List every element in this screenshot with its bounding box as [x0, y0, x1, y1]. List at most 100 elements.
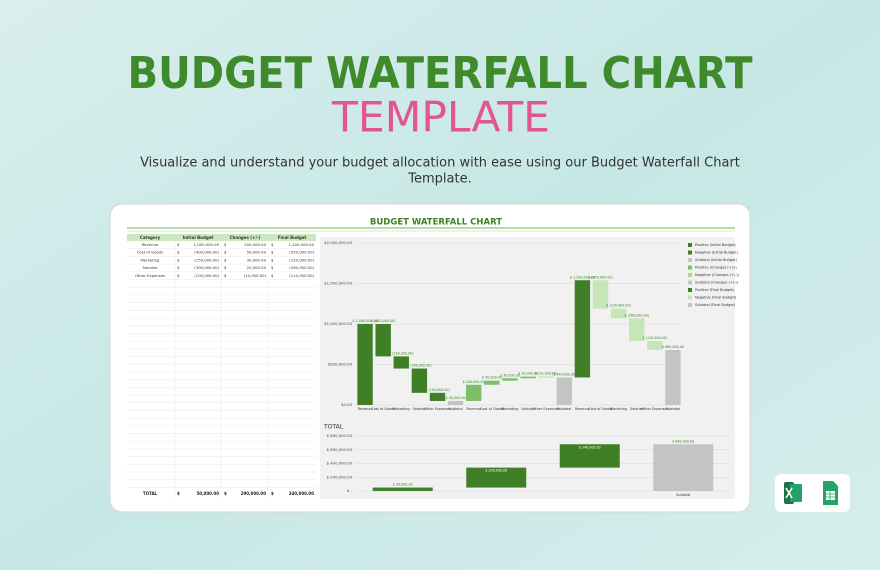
value-label: $ 1,200,000.00 — [570, 275, 595, 279]
table-cell: (350,000.00) — [289, 250, 314, 255]
x-tick-label: Cost of Goods — [371, 407, 395, 411]
table-cell: (400,000.00) — [194, 250, 219, 255]
x-tick-label: Other Expenses — [641, 407, 668, 411]
value-label: $ (280,000.00) — [624, 313, 649, 317]
bar — [466, 467, 527, 488]
table-cell: $ — [177, 273, 180, 278]
table-cell: 30,000.00 — [247, 257, 267, 262]
y-tick-label: $1,000,000.00 — [324, 321, 352, 326]
x-tick-label: Revenue — [575, 407, 590, 411]
bar — [653, 444, 714, 491]
value-label: $ (350,000.00) — [588, 275, 613, 279]
value-label: $ (10,000.00) — [535, 372, 558, 376]
x-tick-label: Subtotal — [666, 407, 680, 411]
value-label: $ 340,000.00 — [579, 445, 601, 449]
legend-swatch — [688, 273, 692, 277]
legend-swatch — [688, 250, 692, 255]
chart-title: TOTAL — [323, 424, 344, 431]
y-tick-label: $ 800,000.00 — [327, 433, 353, 438]
x-tick-label: Marketing — [393, 407, 410, 411]
bar — [447, 400, 464, 405]
table-cell: (10,000.00) — [244, 273, 267, 278]
bar — [665, 349, 681, 405]
table-cell: $ — [271, 257, 274, 262]
column-header: Changes (+/-) — [230, 235, 261, 240]
bar — [629, 318, 645, 342]
total-cell: 50,000.00 — [196, 491, 219, 496]
table-cell: $ — [224, 265, 227, 270]
bar — [610, 308, 627, 319]
x-tick-label: Subtotal — [676, 493, 690, 497]
value-label: $ (400,000.00) — [371, 319, 396, 323]
legend-swatch — [688, 288, 692, 292]
excel-icon — [790, 484, 802, 502]
x-tick-label: Marketing — [610, 407, 627, 411]
table-cell: (280,000.00) — [289, 265, 314, 270]
sheet-title: BUDGET WATERFALL CHART — [370, 218, 502, 228]
legend-label: Subtotal (Final Budget) — [695, 303, 736, 307]
bar — [592, 280, 609, 309]
bar — [357, 324, 373, 405]
bar — [574, 280, 591, 378]
x-tick-label: Other Expenses — [424, 407, 451, 411]
legend-swatch — [688, 295, 692, 300]
table-cell: $ — [177, 257, 180, 262]
table-cell: 20,000.00 — [247, 265, 267, 270]
total-cell: $ — [224, 491, 227, 496]
description: Template. — [407, 172, 471, 187]
value-label: $ 200,000.00 — [463, 380, 485, 384]
bar — [466, 384, 482, 401]
x-tick-label: Revenue — [466, 407, 481, 411]
page-subtitle: TEMPLATE — [331, 93, 550, 142]
table-cell: (110,000.00) — [289, 273, 314, 278]
table-cell: Revenue — [142, 242, 159, 247]
column-header: Initial Budget — [183, 235, 214, 240]
y-tick-label: $ 400,000.00 — [327, 461, 353, 466]
table-cell: (150,000.00) — [194, 257, 219, 262]
legend-swatch — [688, 265, 692, 270]
table-cell: $ — [177, 250, 180, 255]
value-label: $ 50,000.00 — [482, 376, 502, 380]
x-tick-label: Revenue — [358, 407, 373, 411]
bar — [375, 324, 391, 357]
value-label: $ (100,000.00) — [425, 388, 450, 392]
column-header: Category — [140, 235, 161, 240]
bar — [393, 356, 409, 369]
table-cell: (300,000.00) — [194, 265, 219, 270]
table-cell: Cost of Goods — [137, 250, 164, 255]
table-cell: 1,000,000.00 — [194, 242, 220, 247]
table-cell: $ — [271, 265, 274, 270]
value-label: $ 680,000.00 — [662, 345, 684, 349]
legend-swatch — [688, 280, 692, 285]
x-tick-label: Marketing — [501, 407, 518, 411]
table-cell: $ — [271, 242, 274, 247]
legend-swatch — [688, 303, 692, 307]
y-tick-label: $500,000.00 — [328, 362, 353, 367]
x-tick-label: Salaries — [630, 407, 644, 411]
total-cell: $ — [177, 491, 180, 496]
value-label: $ (110,000.00) — [643, 336, 668, 340]
legend-label: Negative (Changes (+/-)) — [695, 273, 740, 277]
table-cell: (100,000.00) — [194, 273, 219, 278]
legend-label: Negative (Final Budget) — [695, 296, 737, 300]
bar — [372, 487, 433, 491]
excel-icon — [785, 487, 793, 499]
value-label: $ 680,000.00 — [672, 439, 694, 443]
bar — [411, 368, 428, 393]
value-label: $ 20,000.00 — [518, 372, 538, 376]
table-cell: $ — [224, 273, 227, 278]
x-tick-label: Cost of Goods — [589, 407, 613, 411]
y-tick-label: $2,000,000.00 — [324, 240, 352, 245]
table-cell: (120,000.00) — [289, 257, 314, 262]
table-cell: 1,200,000.00 — [289, 242, 315, 247]
x-tick-label: Other Expenses — [533, 407, 560, 411]
column-header: Final Budget — [278, 235, 307, 240]
x-tick-label: Salaries — [521, 407, 535, 411]
value-label: $ 30,000.00 — [500, 373, 520, 377]
value-label: $ 50,000.00 — [446, 396, 466, 400]
bar — [484, 380, 500, 385]
sheets-icon — [826, 491, 835, 500]
legend-label: Negative (Initial Budget) — [695, 251, 739, 255]
